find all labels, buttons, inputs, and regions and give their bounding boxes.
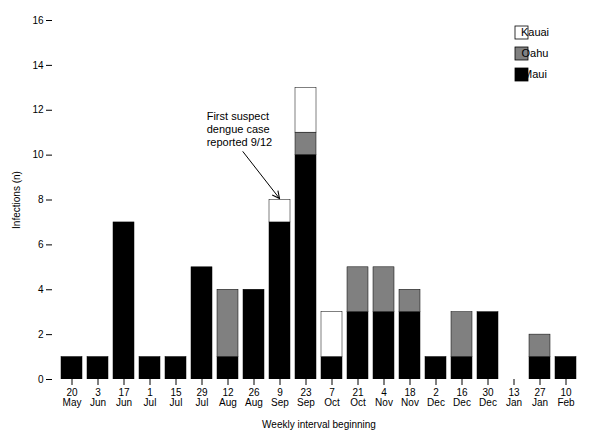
svg-text:Kauai: Kauai: [521, 26, 549, 38]
svg-text:16Dec: 16Dec: [453, 387, 471, 408]
svg-text:23Sep: 23Sep: [297, 387, 315, 408]
svg-text:17Jun: 17Jun: [116, 387, 132, 408]
svg-text:2Dec: 2Dec: [427, 387, 445, 408]
svg-text:Weekly interval beginning: Weekly interval beginning: [262, 419, 376, 430]
svg-text:Infections (n): Infections (n): [11, 171, 22, 229]
svg-text:4Nov: 4Nov: [375, 387, 393, 408]
svg-text:6: 6: [38, 239, 44, 250]
svg-text:0: 0: [38, 374, 44, 385]
svg-text:21Oct: 21Oct: [350, 387, 366, 408]
svg-text:14: 14: [32, 60, 44, 71]
svg-text:12: 12: [32, 104, 44, 115]
svg-text:20May: 20May: [63, 387, 82, 408]
svg-text:8: 8: [38, 194, 44, 205]
svg-text:13Jan: 13Jan: [506, 387, 522, 408]
svg-text:4: 4: [38, 284, 44, 295]
svg-text:10: 10: [32, 149, 44, 160]
svg-text:18Nov: 18Nov: [401, 387, 419, 408]
svg-text:27Jan: 27Jan: [532, 387, 548, 408]
svg-text:15Jul: 15Jul: [170, 387, 183, 408]
svg-text:9Sep: 9Sep: [271, 387, 289, 408]
svg-text:10Feb: 10Feb: [557, 387, 575, 408]
svg-text:1Jul: 1Jul: [144, 387, 157, 408]
svg-text:Maui: Maui: [523, 68, 547, 80]
svg-text:Oahu: Oahu: [522, 47, 549, 59]
svg-text:16: 16: [32, 15, 44, 26]
svg-text:7Oct: 7Oct: [324, 387, 340, 408]
svg-text:2: 2: [38, 329, 44, 340]
svg-text:30Dec: 30Dec: [479, 387, 497, 408]
svg-text:29Jul: 29Jul: [196, 387, 209, 408]
svg-text:3Jun: 3Jun: [90, 387, 106, 408]
svg-text:First suspectdengue casereport: First suspectdengue casereported 9/12: [207, 110, 272, 148]
svg-text:12Aug: 12Aug: [219, 387, 237, 408]
svg-text:26Aug: 26Aug: [245, 387, 263, 408]
